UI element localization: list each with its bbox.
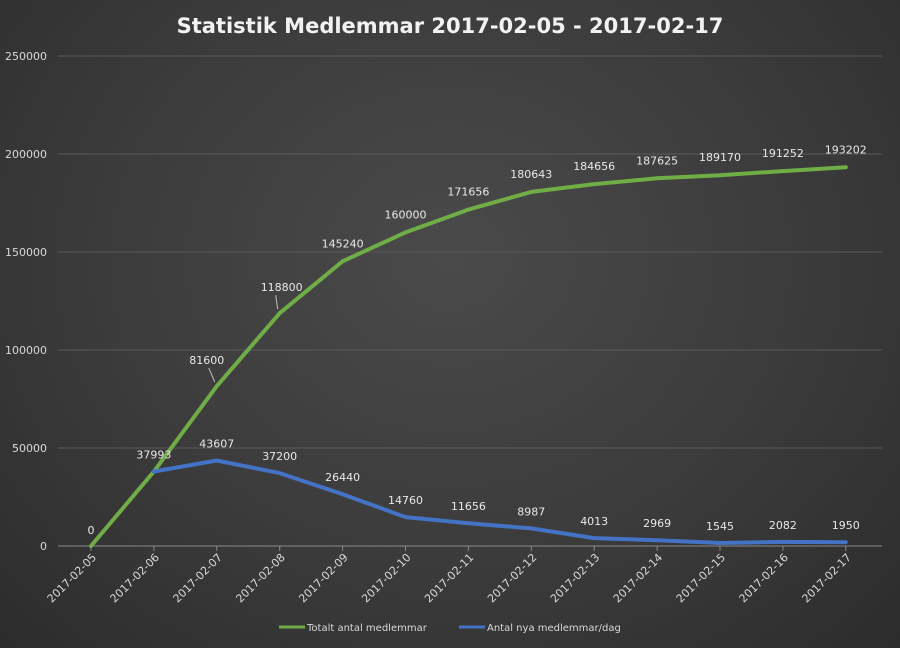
x-tick-label: 2017-02-09 (296, 551, 350, 605)
data-label: 8987 (517, 505, 545, 518)
data-label: 1545 (706, 520, 734, 533)
x-tick-label: 2017-02-07 (171, 551, 225, 605)
x-tick-label: 2017-02-13 (548, 551, 602, 605)
data-label: 81600 (189, 354, 224, 367)
y-axis: 0 50000 100000 150000 200000 250000 (5, 50, 47, 553)
legend: Totalt antal medlemmar Antal nya medlemma… (279, 623, 621, 634)
data-label: 43607 (199, 438, 234, 451)
leader-line (208, 367, 216, 383)
y-tick-label: 100000 (5, 344, 47, 357)
data-label: 118800 (261, 281, 303, 294)
gridlines (58, 55, 882, 547)
y-tick-label: 50000 (12, 442, 47, 455)
data-label: 160000 (385, 208, 427, 221)
y-tick-label: 250000 (5, 50, 47, 63)
legend-entry: Totalt antal medlemmar (306, 623, 428, 634)
x-tick-label: 2017-02-10 (359, 551, 413, 605)
data-label: 1950 (832, 519, 860, 532)
data-label: 4013 (580, 515, 608, 528)
data-label: 189170 (699, 151, 741, 164)
y-tick-label: 150000 (5, 246, 47, 259)
x-tick-label: 2017-02-17 (800, 551, 854, 605)
x-tick-label: 2017-02-08 (233, 551, 287, 605)
data-label: 2969 (643, 517, 671, 530)
data-label: 191252 (762, 147, 804, 160)
data-label: 184656 (573, 160, 615, 173)
data-label: 187625 (636, 154, 678, 167)
data-label: 145240 (322, 237, 364, 250)
legend-entry: Antal nya medlemmar/dag (487, 623, 621, 634)
series (89, 165, 848, 548)
y-tick-label: 0 (40, 540, 47, 553)
data-label: 26440 (325, 471, 360, 484)
x-tick-label: 2017-02-11 (422, 551, 476, 605)
x-tick-label: 2017-02-12 (485, 551, 539, 605)
data-label: 14760 (388, 494, 423, 507)
x-tick-label: 2017-02-06 (108, 551, 162, 605)
data-label: 0 (88, 524, 95, 537)
data-label: 180643 (510, 168, 552, 181)
series-line-1 (151, 458, 848, 545)
x-axis: 2017-02-05 2017-02-06 2017-02-07 2017-02-08… (45, 546, 854, 605)
y-tick-label: 200000 (5, 148, 47, 161)
data-labels: 0 81600 118800 145240 160000 171656 180643 1846… (88, 143, 867, 537)
data-label: 171656 (447, 186, 489, 199)
x-tick-label: 2017-02-14 (611, 551, 665, 605)
data-label: 2082 (769, 519, 797, 532)
data-label: 37993 (136, 449, 171, 462)
leader-line (275, 295, 279, 310)
data-label: 11656 (451, 500, 486, 513)
x-tick-label: 2017-02-15 (674, 551, 728, 605)
chart-title: Statistik Medlemmar 2017-02-05 - 2017-02… (177, 14, 724, 38)
data-label: 193202 (825, 143, 867, 156)
x-tick-label: 2017-02-05 (45, 551, 99, 605)
x-tick-label: 2017-02-16 (737, 551, 791, 605)
data-label: 37200 (262, 450, 297, 463)
